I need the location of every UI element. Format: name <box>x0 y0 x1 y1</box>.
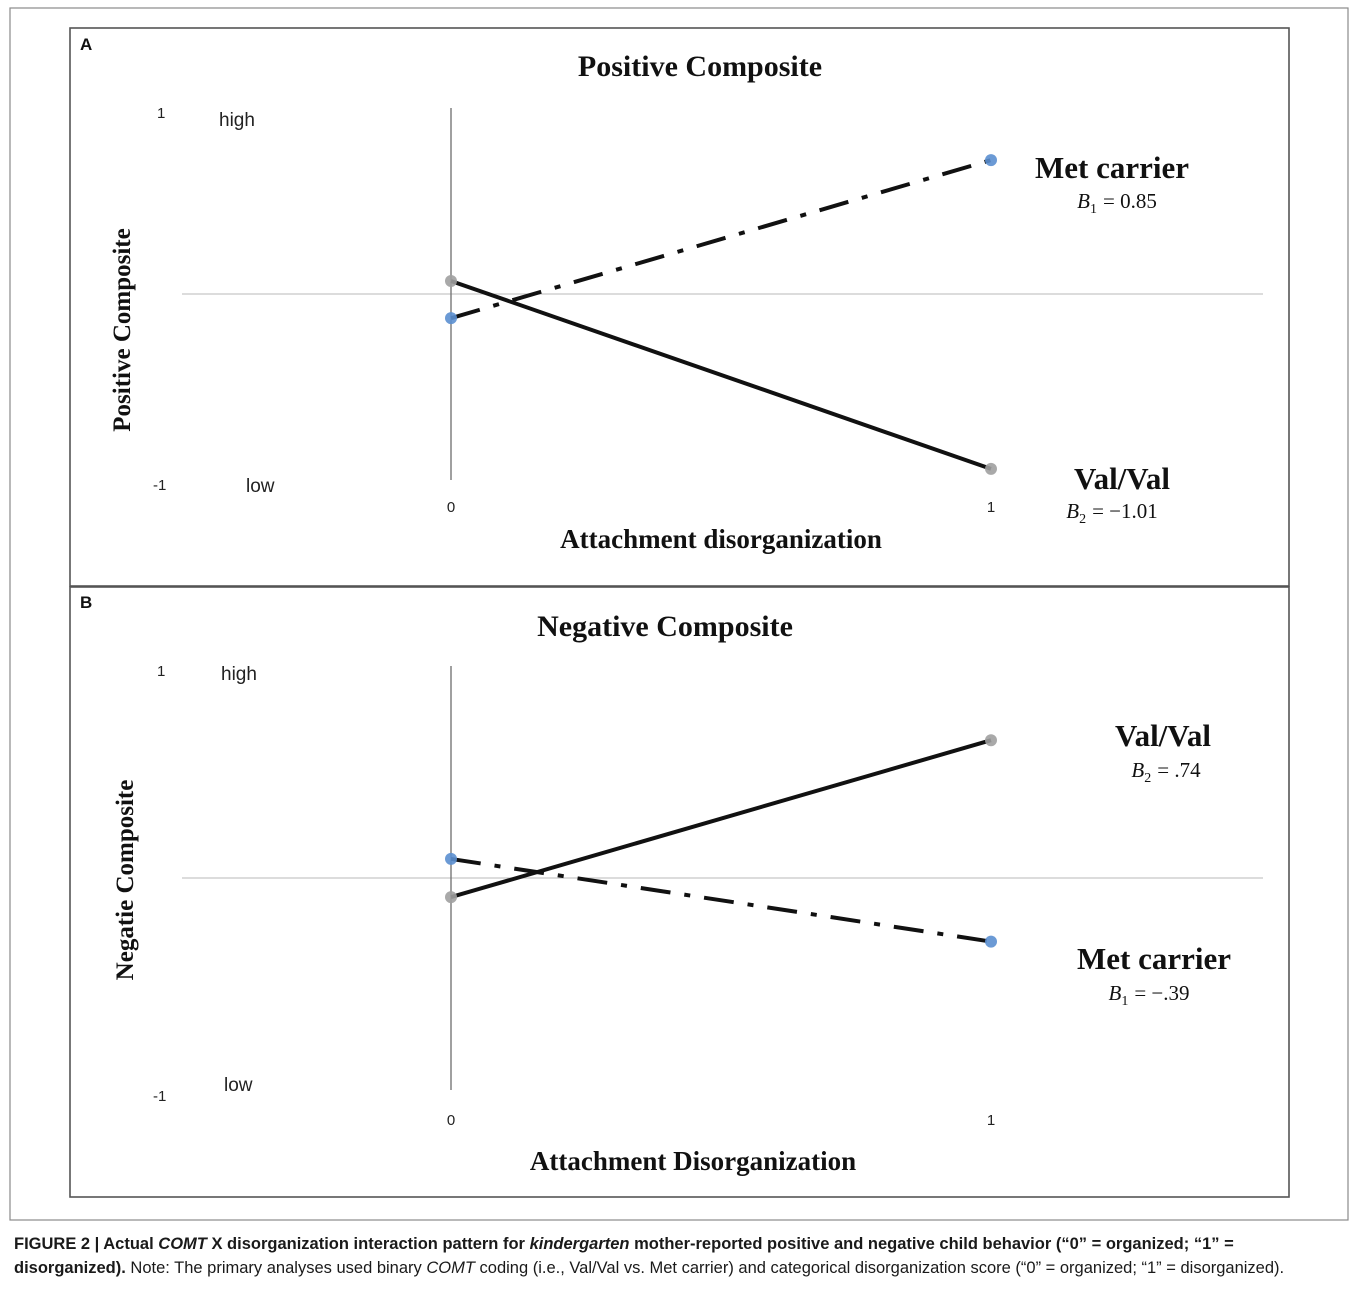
coef-value: = −1.01 <box>1092 499 1158 523</box>
coef-value: = .74 <box>1157 758 1201 782</box>
y-high-label: high <box>219 110 255 131</box>
series-label: Met carrier <box>1077 941 1231 976</box>
figure-caption: FIGURE 2 | Actual COMT X disorganization… <box>14 1232 1332 1280</box>
coef-symbol: B <box>1077 189 1090 213</box>
series-coefficient: B1 = 0.85 <box>1077 189 1157 217</box>
panel-label: B <box>80 593 92 612</box>
series-point <box>445 891 457 904</box>
series-point <box>985 935 997 948</box>
coef-symbol: B <box>1131 758 1144 782</box>
panel-frame <box>69 27 1290 587</box>
series-label: Val/Val <box>1074 461 1170 496</box>
series-point <box>985 154 997 167</box>
coef-subscript: 2 <box>1079 512 1086 527</box>
series-line <box>450 158 992 321</box>
x-axis-label: Attachment Disorganization <box>530 1146 856 1176</box>
y-high-label: high <box>221 664 257 685</box>
chart-panel-a: A Positive Composite 1 -1 high low 0 1 Attachmen… <box>69 27 1290 587</box>
figure-frame <box>9 7 1349 1221</box>
caption-part: COMT <box>158 1235 207 1253</box>
coef-value: = 0.85 <box>1103 189 1157 213</box>
coef-symbol: B <box>1066 499 1079 523</box>
caption-part: coding (i.e., Val/Val vs. Met carrier) a… <box>474 1259 1285 1277</box>
panel-frame <box>69 586 1290 1198</box>
series-line <box>450 279 992 471</box>
y-axis-label: Positive Composite <box>109 228 136 431</box>
y-tick-label: -1 <box>153 1088 166 1105</box>
series-point <box>445 312 457 325</box>
x-tick-label: 1 <box>987 499 995 516</box>
x-tick-label: 0 <box>447 499 455 516</box>
y-low-label: low <box>224 1075 253 1096</box>
series-coefficient: B2 = .74 <box>1131 758 1201 786</box>
coef-symbol: B <box>1108 981 1121 1005</box>
y-axis-label: Negatie Composite <box>112 780 139 981</box>
chart-title: Positive Composite <box>578 50 822 83</box>
coef-subscript: 1 <box>1090 202 1097 217</box>
series-label: Met carrier <box>1035 150 1189 185</box>
coef-subscript: 2 <box>1144 771 1151 786</box>
series-label: Val/Val <box>1115 718 1211 753</box>
caption-part: X disorganization interaction pattern fo… <box>206 1235 530 1253</box>
x-axis-label: Attachment disorganization <box>560 524 882 554</box>
y-tick-label: 1 <box>157 105 165 122</box>
series-point <box>445 852 457 865</box>
series-coefficient: B2 = −1.01 <box>1066 499 1158 527</box>
series-line <box>450 856 992 944</box>
caption-part: COMT <box>426 1259 475 1277</box>
coef-value: = −.39 <box>1134 981 1189 1005</box>
x-tick-label: 1 <box>987 1112 995 1129</box>
caption-part: FIGURE 2 | Actual <box>14 1235 159 1253</box>
series-point <box>985 734 997 747</box>
series-point <box>445 274 457 287</box>
y-tick-label: 1 <box>157 663 165 680</box>
chart-title: Negative Composite <box>537 610 793 643</box>
series-point <box>985 462 997 475</box>
x-tick-label: 0 <box>447 1112 455 1129</box>
y-low-label: low <box>246 476 275 497</box>
chart-panel-b: B Negative Composite 1 -1 high low 0 1 Attachmen… <box>69 586 1290 1198</box>
panel-label: A <box>80 35 92 54</box>
caption-part: kindergarten <box>529 1235 630 1253</box>
series-coefficient: B1 = −.39 <box>1108 981 1189 1009</box>
caption-part: mother-reported positive and negative ch… <box>14 1235 1234 1277</box>
caption-part: Note: The primary analyses used binary <box>125 1259 427 1277</box>
y-tick-label: -1 <box>153 477 166 494</box>
coef-subscript: 1 <box>1121 994 1128 1009</box>
